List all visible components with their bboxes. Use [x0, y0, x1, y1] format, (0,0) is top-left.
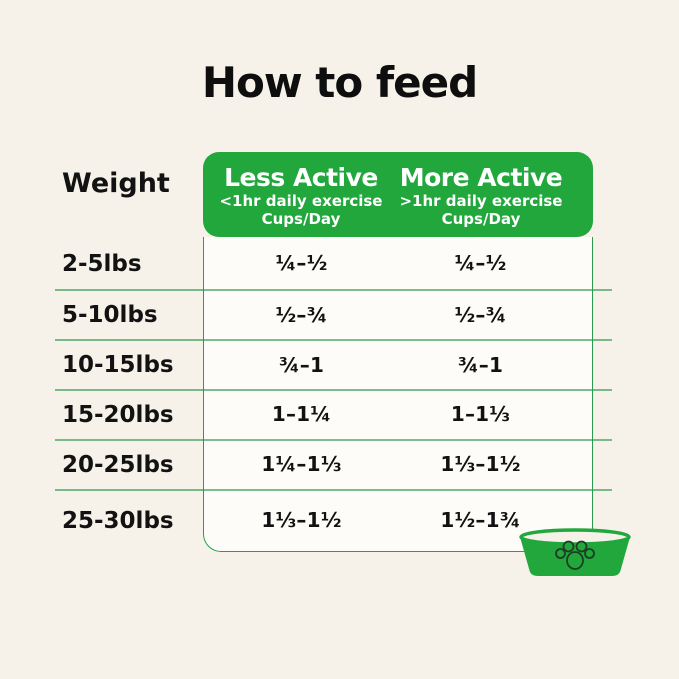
more-active-value: 1–1⅓	[450, 402, 511, 427]
column-subtitle: <1hr daily exercise	[219, 191, 383, 210]
column-title: More Active	[399, 163, 563, 192]
page-title: How to feed	[201, 58, 478, 107]
less-active-value: ¼–½	[275, 251, 328, 276]
less-active-value: ¾–1	[278, 352, 325, 377]
weight-column-header: Weight	[62, 168, 170, 199]
less-active-value: ½–¾	[275, 302, 328, 327]
table-row: 1⅓–1½ 1½–1¾	[212, 489, 570, 551]
table-row: ½–¾ ½–¾	[212, 290, 570, 340]
row-divider	[55, 439, 612, 441]
table-body: ¼–½ ¼–½ ½–¾ ½–¾ ¾–1 ¾–1 1–1¼ 1–1⅓ 1¼–1⅓ …	[203, 237, 593, 552]
row-divider	[55, 289, 612, 291]
less-active-value: 1–1¼	[271, 402, 332, 427]
more-active-value: ¼–½	[454, 251, 507, 276]
weight-value: 15-20lbs	[62, 402, 174, 428]
row-divider	[55, 389, 612, 391]
weight-value: 20-25lbs	[62, 452, 174, 478]
more-active-value: 1⅓–1½	[440, 452, 521, 477]
dog-bowl-with-paw-icon	[519, 528, 631, 576]
weight-value: 25-30lbs	[62, 508, 174, 534]
column-header-less-active: Less Active <1hr daily exercise Cups/Day	[211, 164, 391, 237]
weight-column: 2-5lbs 5-10lbs 10-15lbs 15-20lbs 20-25lb…	[0, 237, 203, 552]
column-header-more-active: More Active >1hr daily exercise Cups/Day	[391, 164, 571, 237]
table-header: Less Active <1hr daily exercise Cups/Day…	[203, 152, 593, 237]
less-active-value: 1⅓–1½	[261, 508, 342, 533]
more-active-value: 1½–1¾	[440, 508, 521, 533]
table-row: 1–1¼ 1–1⅓	[212, 390, 570, 440]
column-unit: Cups/Day	[441, 210, 521, 229]
weight-value: 5-10lbs	[62, 302, 158, 328]
column-title: Less Active	[224, 163, 378, 192]
more-active-value: ¾–1	[457, 352, 504, 377]
weight-row: 20-25lbs	[0, 440, 203, 490]
table-row: 1¼–1⅓ 1⅓–1½	[212, 439, 570, 489]
weight-value: 10-15lbs	[62, 352, 174, 378]
row-divider	[55, 339, 612, 341]
weight-row: 5-10lbs	[0, 290, 203, 340]
weight-row: 2-5lbs	[0, 237, 203, 290]
column-subtitle: >1hr daily exercise	[399, 191, 563, 210]
table-row: ¾–1 ¾–1	[212, 340, 570, 390]
table-row: ¼–½ ¼–½	[212, 237, 570, 290]
column-unit: Cups/Day	[261, 210, 341, 229]
more-active-value: ½–¾	[454, 302, 507, 327]
weight-value: 2-5lbs	[62, 250, 142, 277]
less-active-value: 1¼–1⅓	[261, 452, 342, 477]
weight-row: 25-30lbs	[0, 490, 203, 552]
paw-print-icon	[555, 540, 595, 570]
row-divider	[55, 489, 612, 491]
weight-row: 10-15lbs	[0, 340, 203, 390]
weight-row: 15-20lbs	[0, 390, 203, 440]
